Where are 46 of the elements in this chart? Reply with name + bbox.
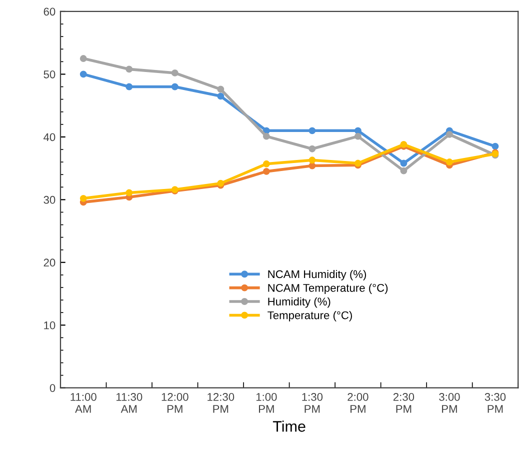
point bbox=[400, 167, 408, 174]
y-tick-label: 10 bbox=[44, 321, 56, 330]
point bbox=[308, 162, 316, 170]
x-tick-label: 11:30 AM bbox=[116, 393, 142, 413]
point bbox=[308, 127, 316, 134]
x-tick-label: 1:00 PM bbox=[256, 393, 277, 413]
point bbox=[171, 83, 178, 90]
y-tick-label: 0 bbox=[50, 384, 56, 392]
point bbox=[400, 160, 408, 167]
x-tick-label: 2:30 PM bbox=[393, 393, 414, 413]
legend-label: NCAM Humidity (%) bbox=[268, 270, 366, 280]
point bbox=[126, 189, 133, 196]
y-tick-label: 60 bbox=[44, 8, 56, 16]
point bbox=[126, 83, 133, 90]
point bbox=[308, 156, 316, 164]
x-tick-label: 2:00 PM bbox=[348, 393, 368, 413]
point bbox=[446, 158, 453, 166]
point bbox=[80, 194, 87, 202]
point bbox=[171, 69, 178, 76]
point bbox=[80, 55, 87, 62]
point bbox=[492, 142, 499, 150]
x-tick-label: 11:00 AM bbox=[70, 393, 96, 413]
x-axis-title: Time bbox=[272, 420, 306, 432]
y-tick-label: 30 bbox=[44, 196, 56, 204]
point bbox=[262, 168, 270, 175]
legend-label: Temperature (°C) bbox=[268, 311, 352, 322]
y-tick-label: 50 bbox=[44, 70, 56, 78]
point bbox=[217, 92, 224, 100]
point bbox=[126, 66, 133, 73]
y-tick-label: 40 bbox=[44, 133, 56, 142]
point bbox=[308, 145, 316, 152]
x-tick-label: 1:30 PM bbox=[302, 393, 323, 413]
point bbox=[354, 127, 362, 134]
point bbox=[80, 70, 87, 78]
legend-label: NCAM Temperature (°C) bbox=[268, 284, 388, 294]
x-tick-label: 3:00 PM bbox=[439, 393, 460, 413]
point bbox=[262, 160, 270, 168]
point bbox=[262, 132, 270, 140]
x-tick-label: 3:30 PM bbox=[484, 393, 506, 413]
x-tick-label: 12:00 PM bbox=[162, 393, 188, 413]
point bbox=[354, 132, 362, 140]
legend-label: Humidity (%) bbox=[268, 297, 330, 308]
y-tick-label: 20 bbox=[44, 258, 56, 267]
x-tick-label: 12:30 PM bbox=[208, 393, 234, 413]
point bbox=[446, 130, 453, 138]
point bbox=[217, 86, 224, 93]
